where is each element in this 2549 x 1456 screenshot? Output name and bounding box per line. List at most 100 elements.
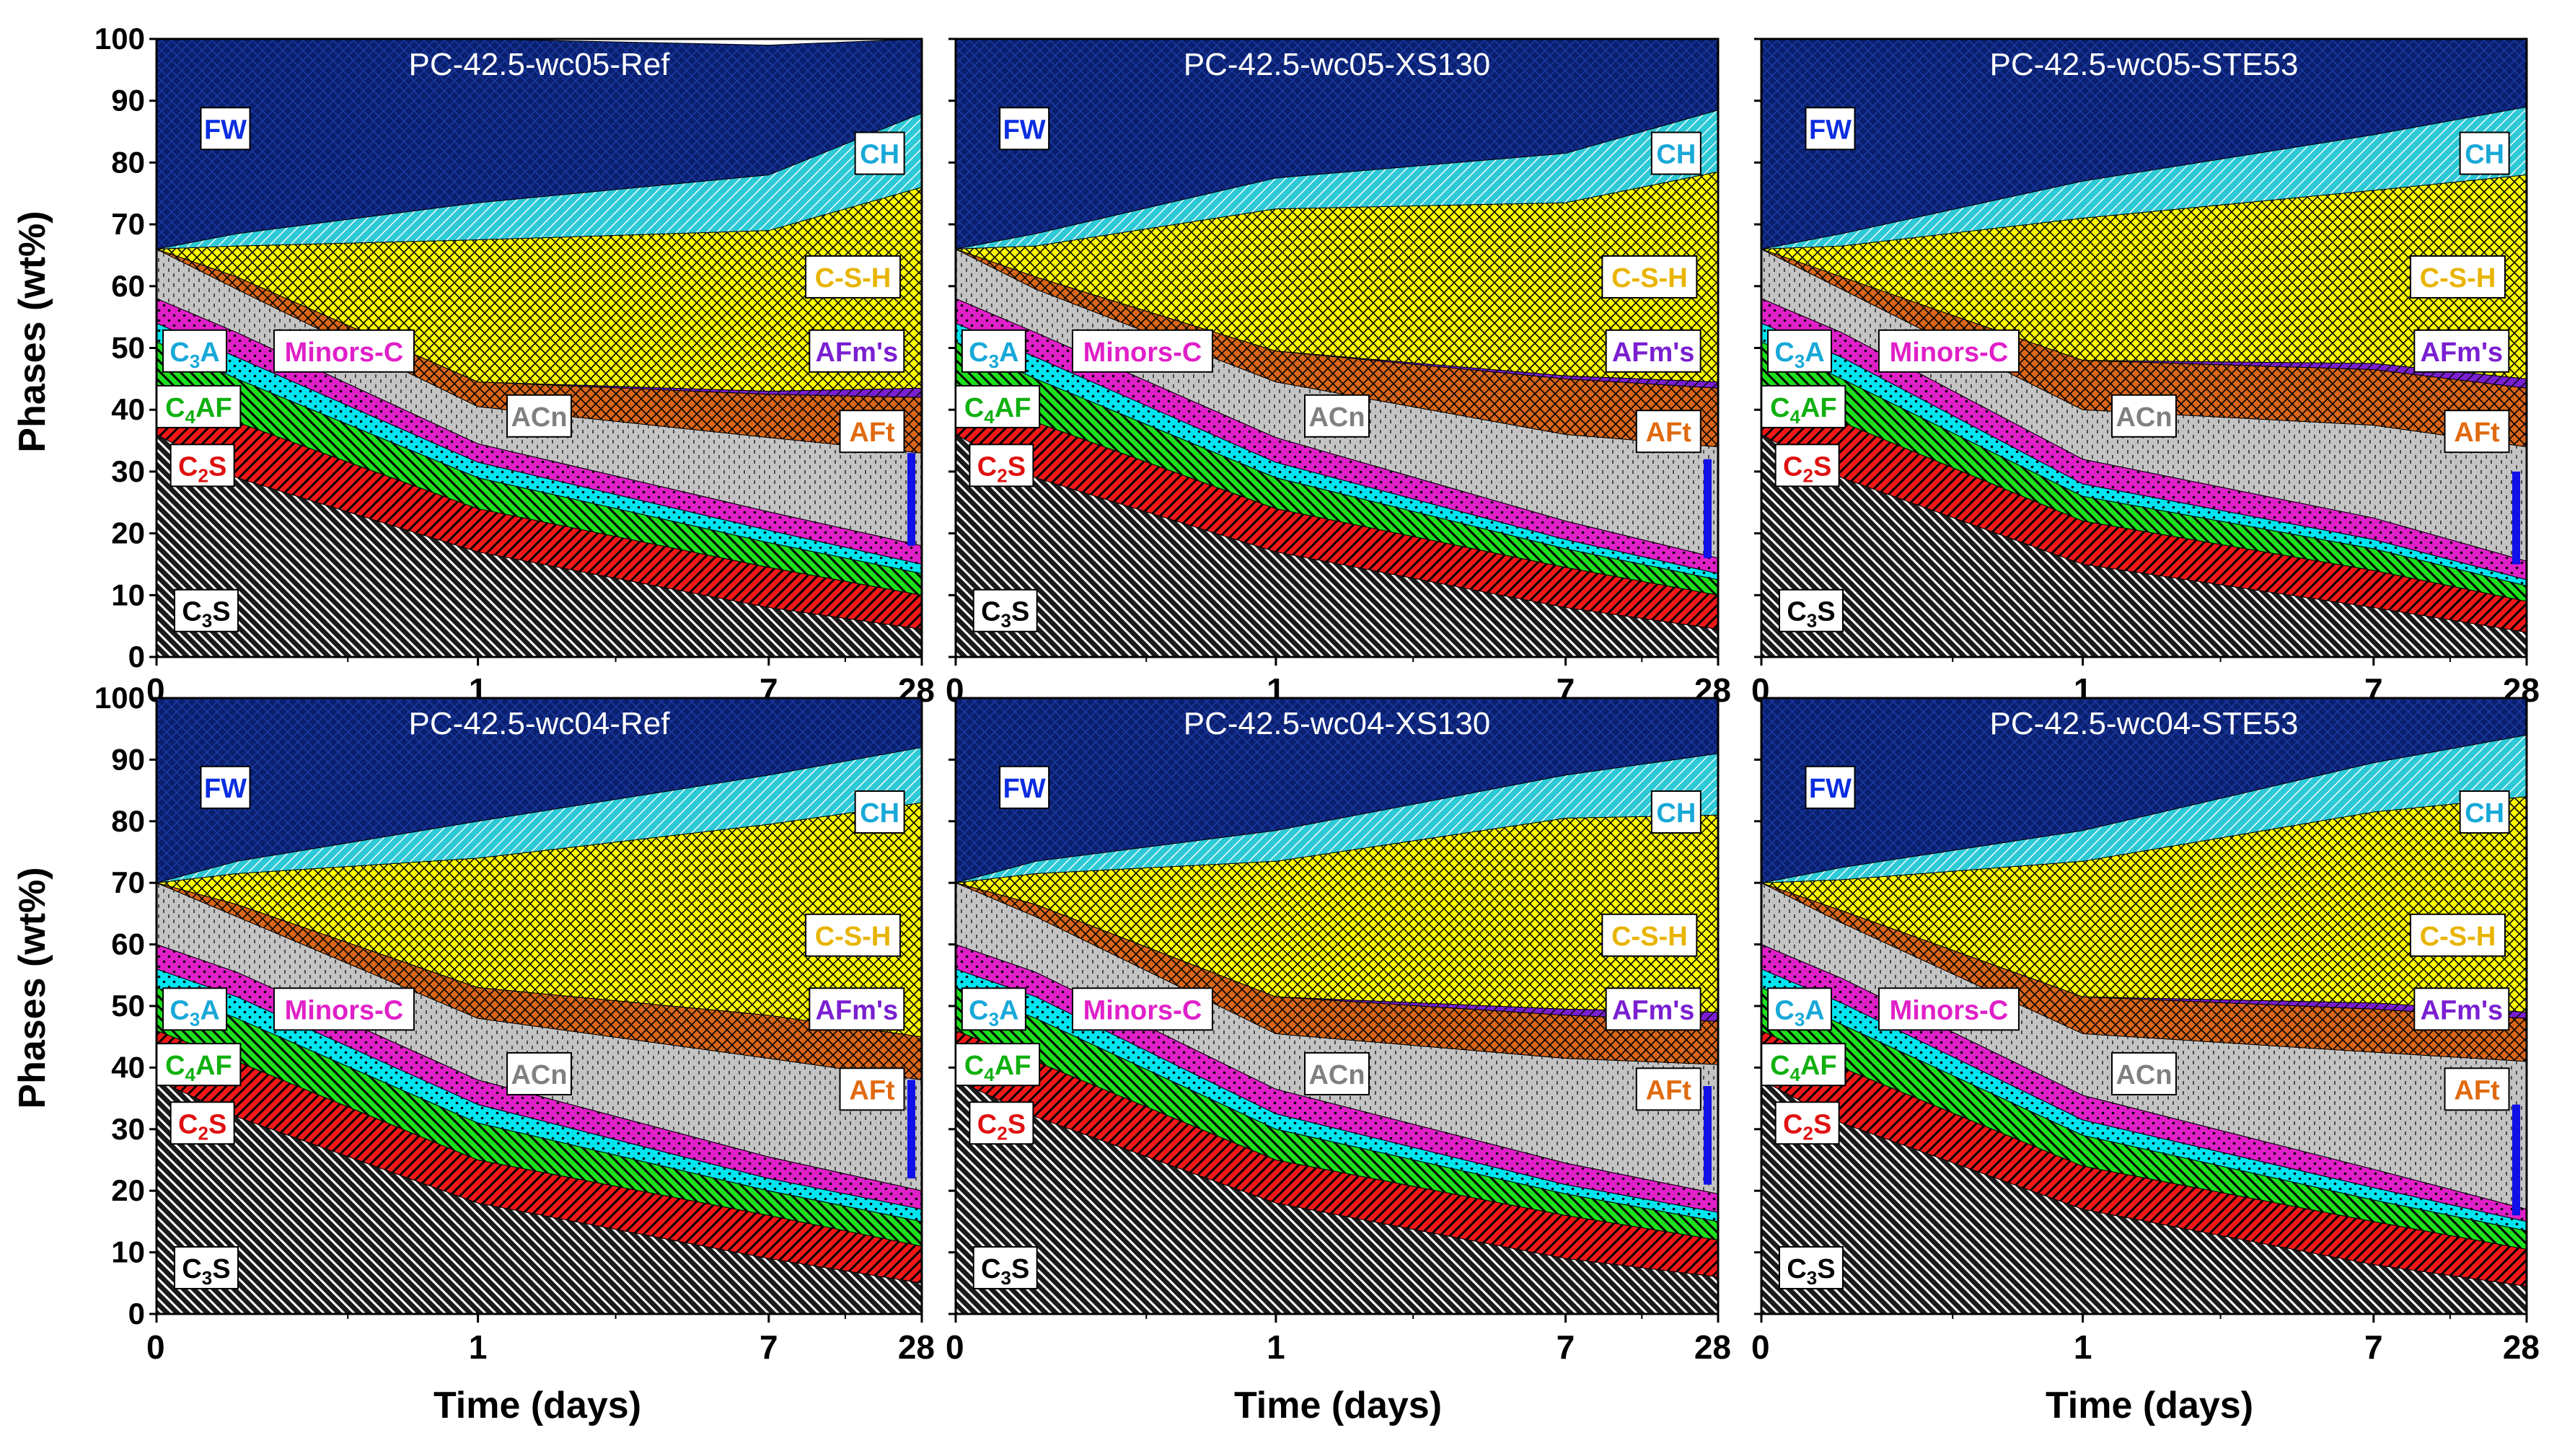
label-text: CH [860, 798, 899, 829]
label-text: AFt [2454, 1075, 2500, 1106]
phase-label-aft: AFt [1635, 410, 1701, 454]
phase-label-aft: AFt [2444, 1067, 2510, 1111]
label-text: CH [860, 140, 899, 170]
label-box [1767, 987, 1833, 1031]
phase-label-afm: AFm's [1605, 987, 1701, 1031]
phase-label-minors: Minors-C [1877, 329, 2020, 373]
phase-label-fw: FW [999, 107, 1050, 151]
phase-label-csh: C-S-H [2410, 255, 2506, 299]
phase-label-minors: Minors-C [1071, 987, 1213, 1031]
range-marker-bar [2512, 1104, 2520, 1216]
label-box [999, 107, 1050, 151]
label-text: C4AF [165, 1051, 232, 1085]
label-box [1761, 1043, 1846, 1087]
label-box [2410, 913, 2506, 957]
label-box [1877, 329, 2020, 373]
label-box [839, 1067, 905, 1111]
label-box [1805, 765, 1856, 809]
phase-label-ch: CH [2459, 131, 2510, 175]
phase-label-c2s: C2S [1774, 444, 1840, 487]
y-tick-label: 30 [111, 454, 145, 488]
label-text: C3S [182, 597, 230, 632]
label-text: AFt [849, 418, 895, 448]
label-text: C4AF [964, 1051, 1031, 1085]
phase-label-c2s: C2S [969, 444, 1034, 487]
label-box [1650, 131, 1701, 175]
x-tick-label: 7 [760, 1328, 778, 1366]
phase-label-acn: ACn [506, 394, 572, 438]
label-text: ACn [2116, 402, 2172, 433]
label-box [1761, 384, 1846, 428]
area-fw [956, 39, 1718, 250]
label-text: FW [1003, 115, 1046, 145]
phase-label-c3a: C3A [162, 987, 228, 1031]
phase-label-minors: Minors-C [1071, 329, 1213, 373]
phase-label-c3a: C3A [961, 987, 1026, 1031]
phase-label-ch: CH [1650, 790, 1701, 834]
label-box [1304, 394, 1370, 438]
label-text: AFt [849, 1075, 895, 1106]
range-marker-bar [2512, 471, 2520, 565]
phase-label-fw: FW [1805, 107, 1856, 151]
label-text: CH [2465, 140, 2504, 170]
panel-title: PC-42.5-wc05-Ref [409, 47, 671, 82]
label-box [200, 107, 251, 151]
label-text: FW [204, 774, 247, 804]
stacked-areas [1761, 698, 2527, 1314]
phase-label-c4af: C4AF [156, 384, 242, 428]
phase-label-c3a: C3A [961, 329, 1026, 373]
y-tick-label: 0 [128, 1297, 145, 1331]
y-axis-title-bottom: Phases (wt%) [12, 867, 53, 1108]
label-box [2459, 790, 2510, 834]
label-box [156, 384, 242, 428]
y-tick-label: 100 [94, 22, 145, 56]
label-box [170, 1101, 235, 1145]
phase-label-c4af: C4AF [955, 1043, 1041, 1087]
y-tick-label: 90 [111, 742, 145, 776]
label-box [1304, 1051, 1370, 1095]
phase-label-c3s: C3S [1778, 588, 1844, 632]
phase-label-aft: AFt [1635, 1067, 1701, 1111]
label-text: C2S [1783, 451, 1831, 486]
label-text: C2S [977, 451, 1026, 486]
range-marker-bar [1704, 459, 1712, 558]
phase-label-c3a: C3A [162, 329, 228, 373]
label-box [809, 329, 905, 373]
phase-label-acn: ACn [1304, 394, 1370, 438]
label-text: FW [1003, 774, 1046, 804]
y-axis-title-top: Phases (wt%) [12, 211, 53, 452]
y-tick-label: 20 [111, 516, 145, 550]
label-text: AFm's [1612, 995, 1695, 1025]
label-text: FW [204, 115, 247, 145]
y-tick-label: 80 [111, 145, 145, 179]
phase-label-c2s: C2S [170, 444, 235, 487]
panel-title: PC-42.5-wc04-STE53 [1990, 706, 2299, 741]
phase-label-fw: FW [1805, 765, 1856, 809]
label-box [506, 1051, 572, 1095]
label-box [1767, 329, 1833, 373]
label-text: Minors-C [1890, 995, 2009, 1025]
y-tick-label: 30 [111, 1112, 145, 1146]
phase-label-c3a: C3A [1767, 329, 1833, 373]
label-text: C-S-H [815, 922, 892, 952]
x-axis-title-3: Time (days) [2046, 1385, 2253, 1426]
label-box [156, 1043, 242, 1087]
label-text: C-S-H [2420, 922, 2496, 952]
chart-panel-5: 0 1 7 28 PC-42.5-wc04-XS130 FW CH C-S-H AFm's AFt… [946, 697, 1731, 1366]
label-box [506, 394, 572, 438]
phase-label-c2s: C2S [969, 1101, 1034, 1145]
label-text: AFm's [2421, 995, 2504, 1025]
phase-label-minors: Minors-C [1877, 987, 2020, 1031]
label-box [2413, 329, 2510, 373]
panel-title: PC-42.5-wc05-STE53 [1990, 47, 2299, 82]
y-tick-label: 60 [111, 927, 145, 961]
label-box [972, 1245, 1038, 1289]
phase-label-fw: FW [200, 107, 251, 151]
x-tick-label: 0 [146, 1328, 165, 1366]
label-box [1877, 987, 2020, 1031]
label-text: Minors-C [1083, 337, 1202, 368]
phase-label-c3s: C3S [1778, 1245, 1844, 1289]
phase-label-ch: CH [1650, 131, 1701, 175]
